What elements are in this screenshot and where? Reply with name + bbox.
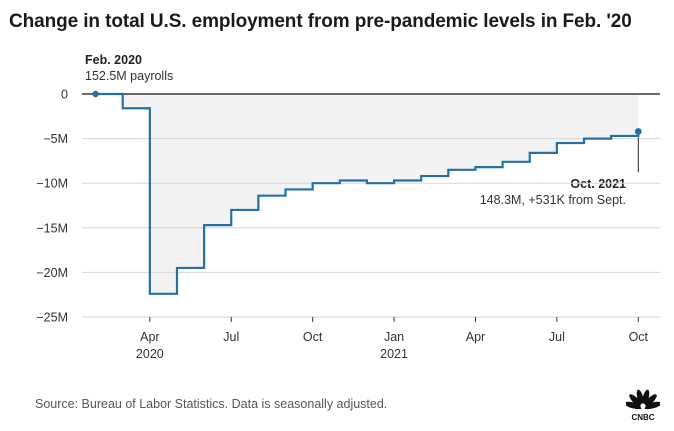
shaded-area: [95, 94, 639, 294]
y-tick-label: −5M: [43, 132, 68, 146]
end-annotation-heading: Oct. 2021: [570, 177, 626, 191]
chart-title: Change in total U.S. employment from pre…: [9, 11, 632, 32]
start-annotation-detail: 152.5M payrolls: [85, 69, 174, 83]
x-tick-label: Apr: [466, 330, 485, 344]
x-tick-year-label: 2020: [136, 347, 164, 361]
y-tick-label: −10M: [36, 177, 68, 191]
x-tick-label: Jul: [223, 330, 239, 344]
x-tick-label: Jan: [384, 330, 404, 344]
x-tick-label: Apr: [140, 330, 159, 344]
x-tick-year-label: 2021: [380, 347, 408, 361]
cnbc-peacock-logo: CNBC: [626, 389, 660, 422]
x-tick-label: Jul: [549, 330, 565, 344]
logo-wordmark: CNBC: [631, 413, 654, 422]
end-point-marker: [634, 128, 642, 135]
y-tick-label: −25M: [36, 311, 68, 325]
source-note: Source: Bureau of Labor Statistics. Data…: [35, 397, 388, 411]
peacock-icon: [626, 389, 660, 410]
y-tick-label: −20M: [36, 266, 68, 280]
y-tick-label: −15M: [36, 221, 68, 235]
end-annotation: Oct. 2021 148.3M, +531K from Sept.: [480, 176, 626, 208]
x-tick-label: Oct: [629, 330, 649, 344]
start-annotation: Feb. 2020 152.5M payrolls: [85, 52, 173, 84]
end-annotation-detail: 148.3M, +531K from Sept.: [479, 193, 626, 207]
x-tick-label: Oct: [303, 330, 323, 344]
employment-series-line: [95, 92, 640, 295]
start-annotation-heading: Feb. 2020: [85, 53, 142, 67]
y-tick-label: 0: [61, 88, 68, 102]
start-point-marker: [92, 90, 99, 98]
